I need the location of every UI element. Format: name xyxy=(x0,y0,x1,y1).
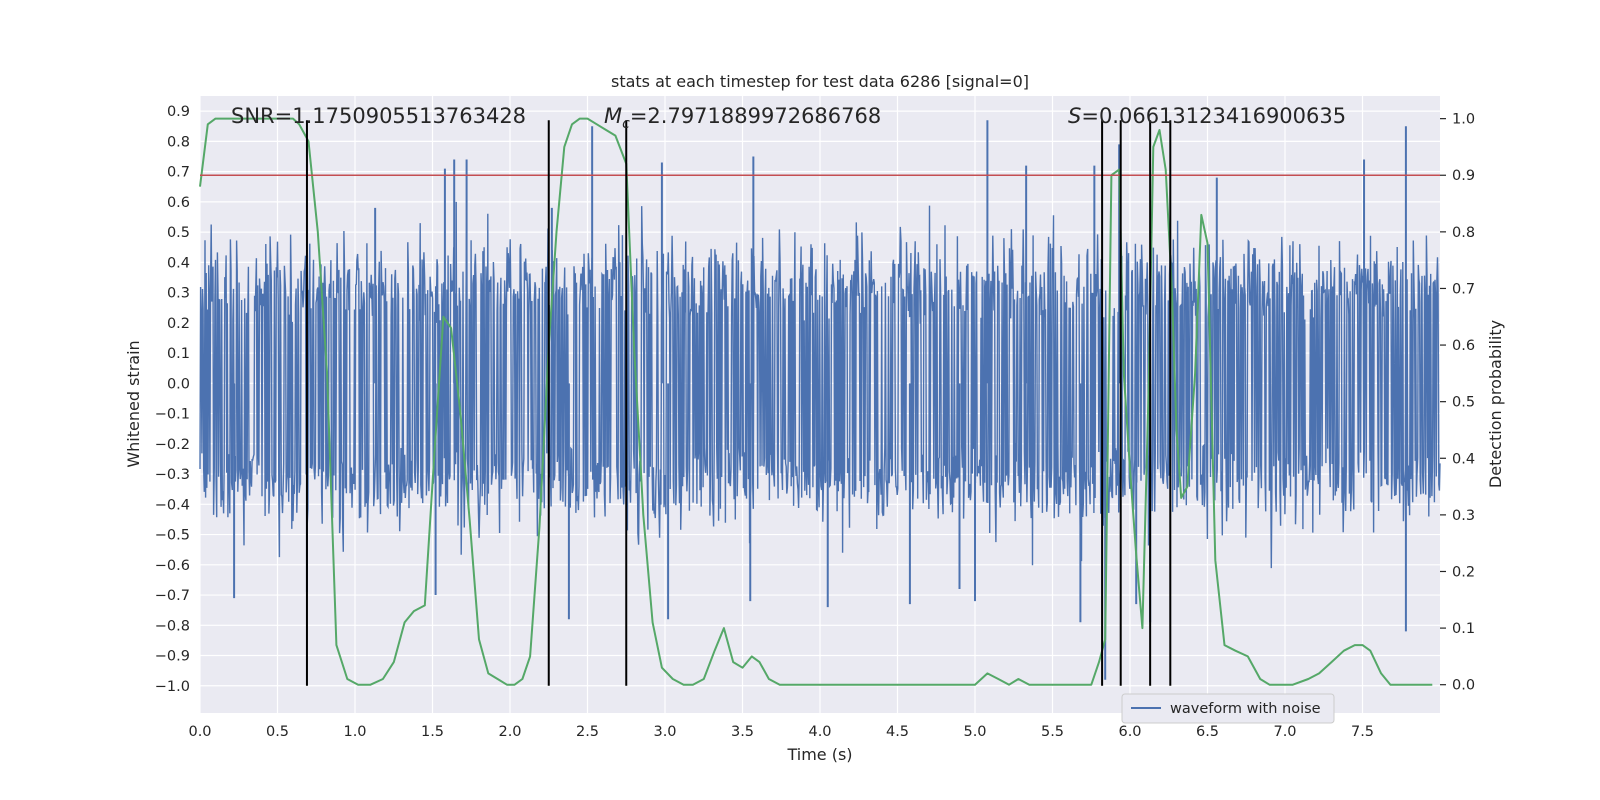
y-tick-label-left-0: −1.0 xyxy=(155,679,190,695)
y-tick-label-left-11: 0.1 xyxy=(167,346,190,362)
y-tick-label-left-14: 0.4 xyxy=(167,255,190,271)
mc-value: =2.7971889972686768 xyxy=(630,104,881,128)
y-tick-label-right-2: 0.2 xyxy=(1452,564,1475,580)
y-tick-label-right-0: 0.0 xyxy=(1452,678,1475,694)
x-tick-label-3: 1.5 xyxy=(421,724,444,740)
y-ticks-right: 0.0 0.1 0.2 0.3 0.4 0.5 0.6 0.7 0.8 0.9 1.0 xyxy=(1440,112,1475,694)
x-tick-label-13: 6.5 xyxy=(1196,724,1219,740)
y-tick-label-left-13: 0.3 xyxy=(167,286,190,302)
y-axis-label-left: Whitened strain xyxy=(124,340,143,467)
y-tick-label-left-6: −0.4 xyxy=(155,497,190,513)
y-tick-label-right-10: 1.0 xyxy=(1452,112,1475,128)
legend-box xyxy=(1121,693,1335,724)
y-tick-label-left-1: −0.9 xyxy=(155,649,190,665)
y-tick-label-right-3: 0.3 xyxy=(1452,508,1475,524)
x-axis-label: Time (s) xyxy=(786,745,852,764)
y-tick-label-left-3: −0.7 xyxy=(155,588,190,604)
x-tick-label-5: 2.5 xyxy=(576,724,599,740)
waveform-series xyxy=(199,120,1441,680)
y-tick-label-left-9: −0.1 xyxy=(155,407,190,423)
x-tick-label-12: 6.0 xyxy=(1118,724,1141,740)
legend-label-waveform: waveform with noise xyxy=(1170,701,1321,717)
chirp-mass-stat: Mc=2.7971889972686768 xyxy=(604,104,881,132)
x-tick-label-15: 7.5 xyxy=(1351,724,1374,740)
y-axis-label-right: Detection probability xyxy=(1486,320,1505,488)
y-tick-label-right-4: 0.4 xyxy=(1452,451,1475,467)
x-tick-label-6: 3.0 xyxy=(653,724,676,740)
x-tick-label-9: 4.5 xyxy=(886,724,909,740)
legend: waveform with noise xyxy=(1121,693,1335,724)
y-tick-label-right-6: 0.6 xyxy=(1452,338,1475,354)
y-tick-label-left-17: 0.7 xyxy=(167,165,190,181)
detection-probability-line xyxy=(199,117,1433,686)
y-tick-label-left-18: 0.8 xyxy=(167,134,190,150)
snr-stat: SNR=1.1750905513763428 xyxy=(231,104,526,128)
y-tick-label-left-4: −0.6 xyxy=(155,558,190,574)
y-tick-label-left-7: −0.3 xyxy=(155,467,190,483)
y-tick-label-left-12: 0.2 xyxy=(167,316,190,332)
y-tick-label-right-5: 0.5 xyxy=(1452,395,1475,411)
s-value: =0.06613123416900635 xyxy=(1081,104,1346,128)
x-tick-label-0: 0.0 xyxy=(188,724,211,740)
x-tick-label-11: 5.5 xyxy=(1041,724,1064,740)
x-tick-label-4: 2.0 xyxy=(498,724,521,740)
mc-subscript: c xyxy=(622,116,630,132)
y-tick-label-right-8: 0.8 xyxy=(1452,225,1475,241)
x-tick-label-7: 3.5 xyxy=(731,724,754,740)
x-tick-label-8: 4.0 xyxy=(808,724,831,740)
s-symbol: S xyxy=(1068,104,1081,128)
x-tick-label-10: 5.0 xyxy=(963,724,986,740)
x-tick-label-14: 7.0 xyxy=(1273,724,1296,740)
detection-probability-series xyxy=(199,117,1433,686)
x-tick-label-1: 0.5 xyxy=(266,724,289,740)
s-stat: S=0.06613123416900635 xyxy=(1068,104,1346,128)
y-tick-label-left-16: 0.6 xyxy=(167,195,190,211)
event-lines xyxy=(305,120,1172,686)
y-tick-label-left-2: −0.8 xyxy=(155,618,190,634)
mc-symbol: M xyxy=(604,104,622,128)
y-tick-label-right-1: 0.1 xyxy=(1452,621,1475,637)
x-tick-label-2: 1.0 xyxy=(343,724,366,740)
y-tick-label-left-15: 0.5 xyxy=(167,225,190,241)
y-ticks-left: −1.0 −0.9 −0.8 −0.7 −0.6 −0.5 −0.4 −0.3 −0.2 −0.1… xyxy=(155,104,190,695)
x-ticks: 0.0 0.5 1.0 1.5 2.0 2.5 3.0 3.5 4.0 4.5 5.0 5.5 6.0 6… xyxy=(188,724,1374,740)
y-tick-label-right-9: 0.9 xyxy=(1452,168,1475,184)
chart-title: stats at each timestep for test data 628… xyxy=(611,72,1029,91)
y-tick-label-left-19: 0.9 xyxy=(167,104,190,120)
y-tick-label-left-10: 0.0 xyxy=(167,376,190,392)
y-tick-label-right-7: 0.7 xyxy=(1452,281,1475,297)
waveform-line xyxy=(199,201,1441,569)
y-tick-label-left-5: −0.5 xyxy=(155,528,190,544)
y-tick-label-left-8: −0.2 xyxy=(155,437,190,453)
